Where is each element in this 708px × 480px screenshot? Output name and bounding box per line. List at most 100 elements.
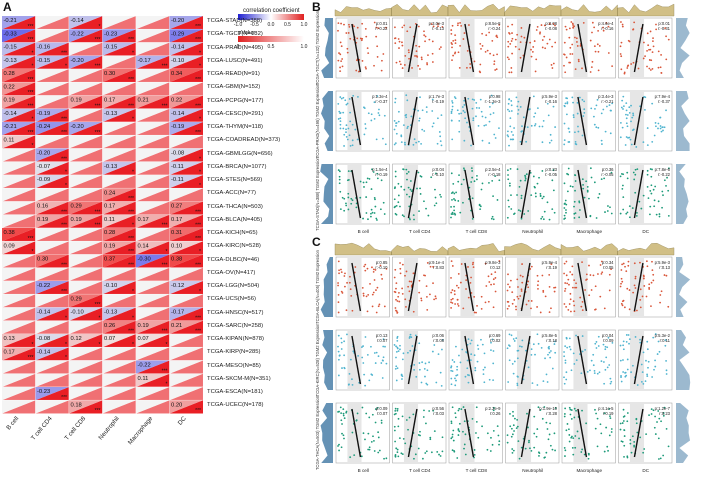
scatter-point [456, 24, 459, 27]
scatter-point [459, 211, 462, 214]
scatter-frame [335, 163, 390, 225]
scatter-point [567, 308, 570, 311]
scatter-point [510, 110, 513, 112]
scatter-point [488, 120, 491, 123]
scatter-point [509, 43, 512, 45]
scatter-point [659, 66, 662, 69]
scatter-point [424, 40, 426, 43]
scatter-point [423, 409, 425, 412]
scatter-point [544, 357, 546, 360]
scatter-point [377, 305, 380, 308]
scatter-point [620, 277, 623, 280]
scatter-point [352, 350, 355, 353]
heat-value-label: -0.09 [37, 177, 50, 183]
scatter-point [568, 303, 571, 305]
scatter-point [340, 446, 343, 449]
scatter-point [426, 383, 429, 386]
scatter-point [385, 362, 388, 365]
scatter-point [568, 283, 570, 286]
scatter-point [507, 102, 510, 105]
scatter-point [603, 450, 606, 453]
scatter-point [490, 283, 492, 286]
scatter-point [451, 46, 453, 49]
heat-corr-triangle [169, 294, 203, 308]
scatter-point [343, 354, 346, 357]
scatter-point [514, 38, 517, 41]
scatter-point [454, 199, 457, 202]
scatter-point [450, 119, 453, 122]
scatter-point [453, 192, 456, 195]
scatter-point [509, 138, 512, 141]
scatter-point [454, 412, 457, 415]
heat-corr-triangle [69, 201, 103, 215]
scatter-point [371, 305, 374, 308]
scatter-point [571, 185, 574, 188]
scatter-point [458, 112, 461, 115]
scatter-point [576, 430, 579, 433]
scatter-point [413, 368, 416, 371]
scatter-point [554, 286, 557, 289]
scatter-point [564, 449, 567, 452]
scatter-point [574, 446, 577, 449]
scatter-point [646, 144, 649, 147]
panel-label-a: A [3, 0, 12, 14]
r-value-label: r:0.23 [659, 411, 670, 416]
heat-corr-triangle [69, 29, 103, 43]
scatter-point [468, 24, 470, 26]
scatter-point [466, 121, 468, 124]
heat-corr-triangle [102, 320, 136, 334]
scatter-point [564, 71, 567, 74]
heat-value-label: 0.17 [171, 217, 182, 223]
r-value-label: r:-0.37 [375, 99, 388, 104]
scatter-point [582, 187, 585, 190]
scatter-point [413, 218, 415, 221]
scatter-point [423, 34, 426, 37]
row-ylabel: TCGA-STAD(N=388) TGM2 Expression [315, 156, 320, 230]
scatter-point [481, 139, 484, 142]
scatter-point [622, 344, 625, 347]
heat-corr-triangle [35, 69, 69, 83]
scatter-point [377, 436, 380, 439]
scatter-point [598, 371, 601, 374]
scatter-point [450, 298, 453, 301]
scatter-point [351, 123, 354, 126]
heat-corr-triangle [35, 135, 69, 149]
scatter-point [338, 175, 341, 178]
scatter-frame [335, 17, 390, 79]
scatter-point [664, 344, 667, 347]
heat-sig-stars: *** [95, 408, 101, 414]
scatter-point [462, 109, 465, 112]
scatter-point [495, 34, 498, 37]
scatter-point [540, 217, 543, 220]
scatter-point [471, 98, 474, 101]
scatter-point [458, 422, 461, 425]
scatter-point [339, 70, 342, 73]
scatter-point [521, 281, 524, 284]
scatter-point [605, 356, 608, 359]
heat-row-label: TCGA-SKCM-M(N=351) [207, 375, 271, 382]
scatter-point [417, 64, 420, 67]
scatter-point [451, 138, 454, 141]
heat-value-label: 0.12 [71, 336, 82, 342]
heat-row-label: TCGA-BLCA(N=405) [207, 216, 263, 223]
scatter-point [405, 305, 407, 308]
scatter-point [347, 208, 350, 211]
scatter-point [406, 127, 409, 130]
scatter-point [455, 345, 457, 348]
scatter-point [491, 102, 494, 105]
scatter-point [475, 115, 477, 118]
scatter-point [523, 213, 526, 215]
scatter-point [650, 192, 653, 195]
scatter-point [510, 71, 513, 74]
scatter-point [516, 384, 519, 387]
top-density [617, 243, 675, 256]
regression-line [520, 262, 531, 312]
scatter-point [602, 108, 605, 111]
scatter-point [626, 211, 629, 214]
scatter-point [517, 349, 520, 352]
scatter-point [536, 274, 539, 277]
scatter-point [347, 178, 350, 181]
heat-corr-triangle [2, 201, 36, 215]
scatter-point [516, 33, 519, 36]
scatter-frame [505, 329, 560, 391]
